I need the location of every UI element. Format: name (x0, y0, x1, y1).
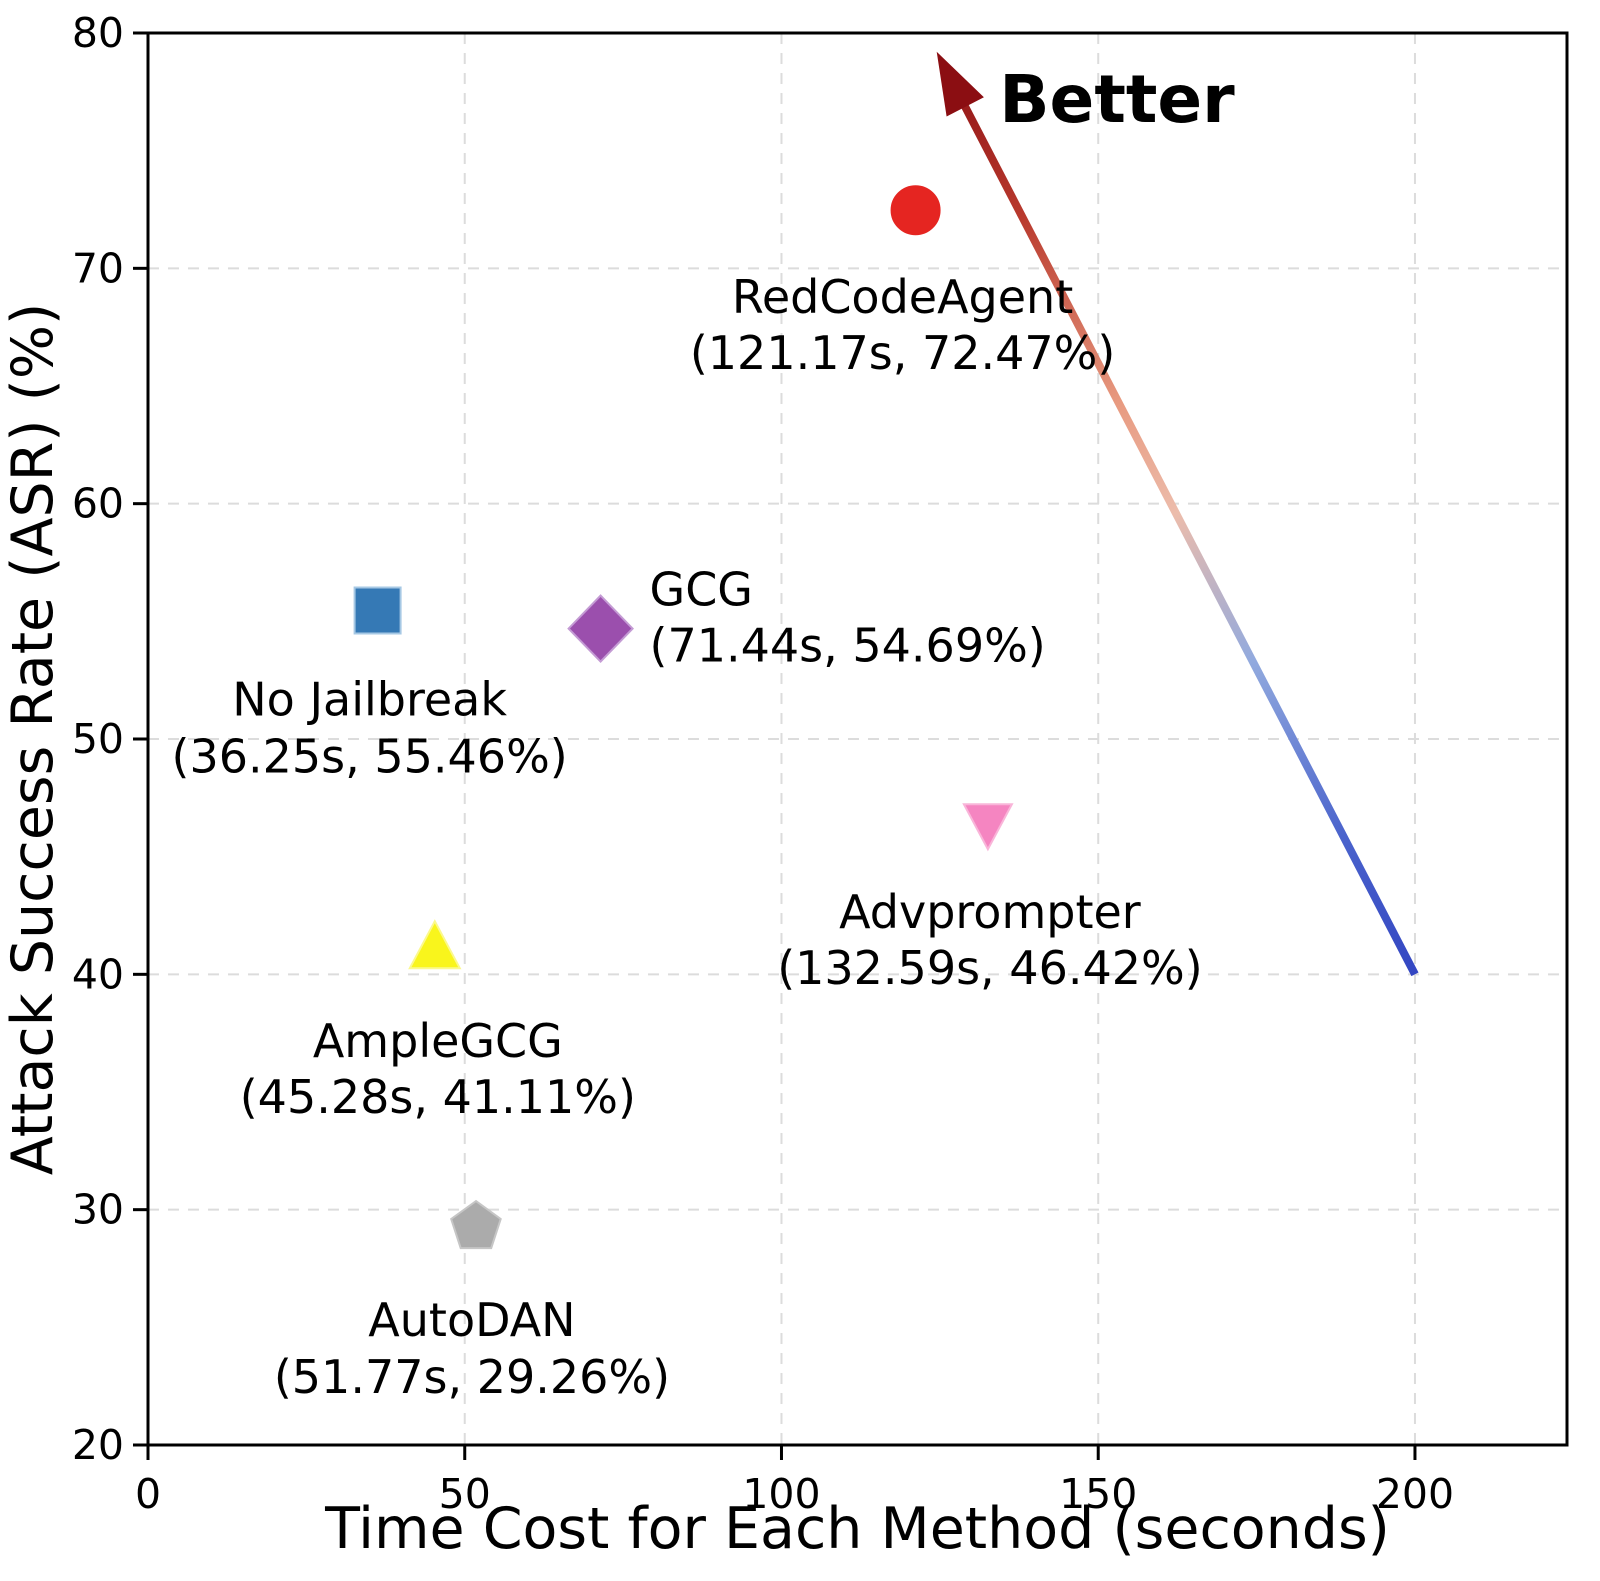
point-labels: RedCodeAgent(121.17s, 72.47%) No Jailbrea… (172, 270, 1203, 1404)
point-label-gcg-line1: GCG (650, 563, 753, 617)
y-tick-label: 30 (72, 1186, 124, 1234)
point-label-redcodeagent-line2: (121.17s, 72.47%) (690, 326, 1115, 380)
point-label-no-jailbreak-line2: (36.25s, 55.46%) (172, 730, 568, 784)
y-tick-label: 20 (72, 1421, 124, 1469)
x-tick-label: 200 (1376, 1470, 1454, 1518)
point-label-amplegcg-line2: (45.28s, 41.11%) (240, 1070, 636, 1124)
y-tick-label: 40 (72, 950, 124, 998)
y-tick-label: 60 (72, 480, 124, 528)
tick-labels: 0 50 100 150 200 20 30 40 50 60 70 80 (72, 9, 1454, 1518)
data-points (353, 185, 1014, 1250)
better-arrow-head (936, 51, 984, 117)
marker-redcodeagent (890, 185, 941, 236)
marker-autodan (450, 1199, 502, 1250)
y-axis-label: Attack Success Rate (ASR) (%) (0, 303, 66, 1175)
point-label-redcodeagent-line1: RedCodeAgent (732, 270, 1073, 324)
better-arrow (936, 51, 1419, 977)
x-tick-label: 100 (742, 1470, 820, 1518)
y-tick-label: 50 (72, 715, 124, 763)
y-tick-label: 80 (72, 9, 124, 57)
point-label-no-jailbreak-line1: No Jailbreak (232, 673, 507, 727)
x-tick-label: 150 (1059, 1470, 1137, 1518)
marker-advprompter (962, 803, 1014, 852)
marker-gcg (567, 594, 634, 664)
y-tick-label: 70 (72, 244, 124, 292)
point-label-gcg-line2: (71.44s, 54.69%) (650, 619, 1046, 673)
gridlines (148, 33, 1567, 1445)
point-label-amplegcg-line1: AmpleGCG (313, 1014, 563, 1068)
better-arrow-shaft (955, 92, 1419, 977)
x-tick-label: 50 (439, 1470, 491, 1518)
marker-no-jailbreak (353, 586, 402, 635)
point-label-advprompter-line2: (132.59s, 46.42%) (777, 941, 1202, 995)
point-label-autodan-line2: (51.77s, 29.26%) (274, 1350, 670, 1404)
marker-amplegcg (408, 919, 462, 970)
x-axis-label: Time Cost for Each Method (seconds) (324, 1496, 1390, 1562)
point-label-autodan-line1: AutoDAN (368, 1293, 575, 1347)
x-tick-label: 0 (135, 1470, 161, 1518)
better-annotation: Better (999, 61, 1235, 138)
point-label-advprompter-line1: Advprompter (839, 885, 1141, 939)
